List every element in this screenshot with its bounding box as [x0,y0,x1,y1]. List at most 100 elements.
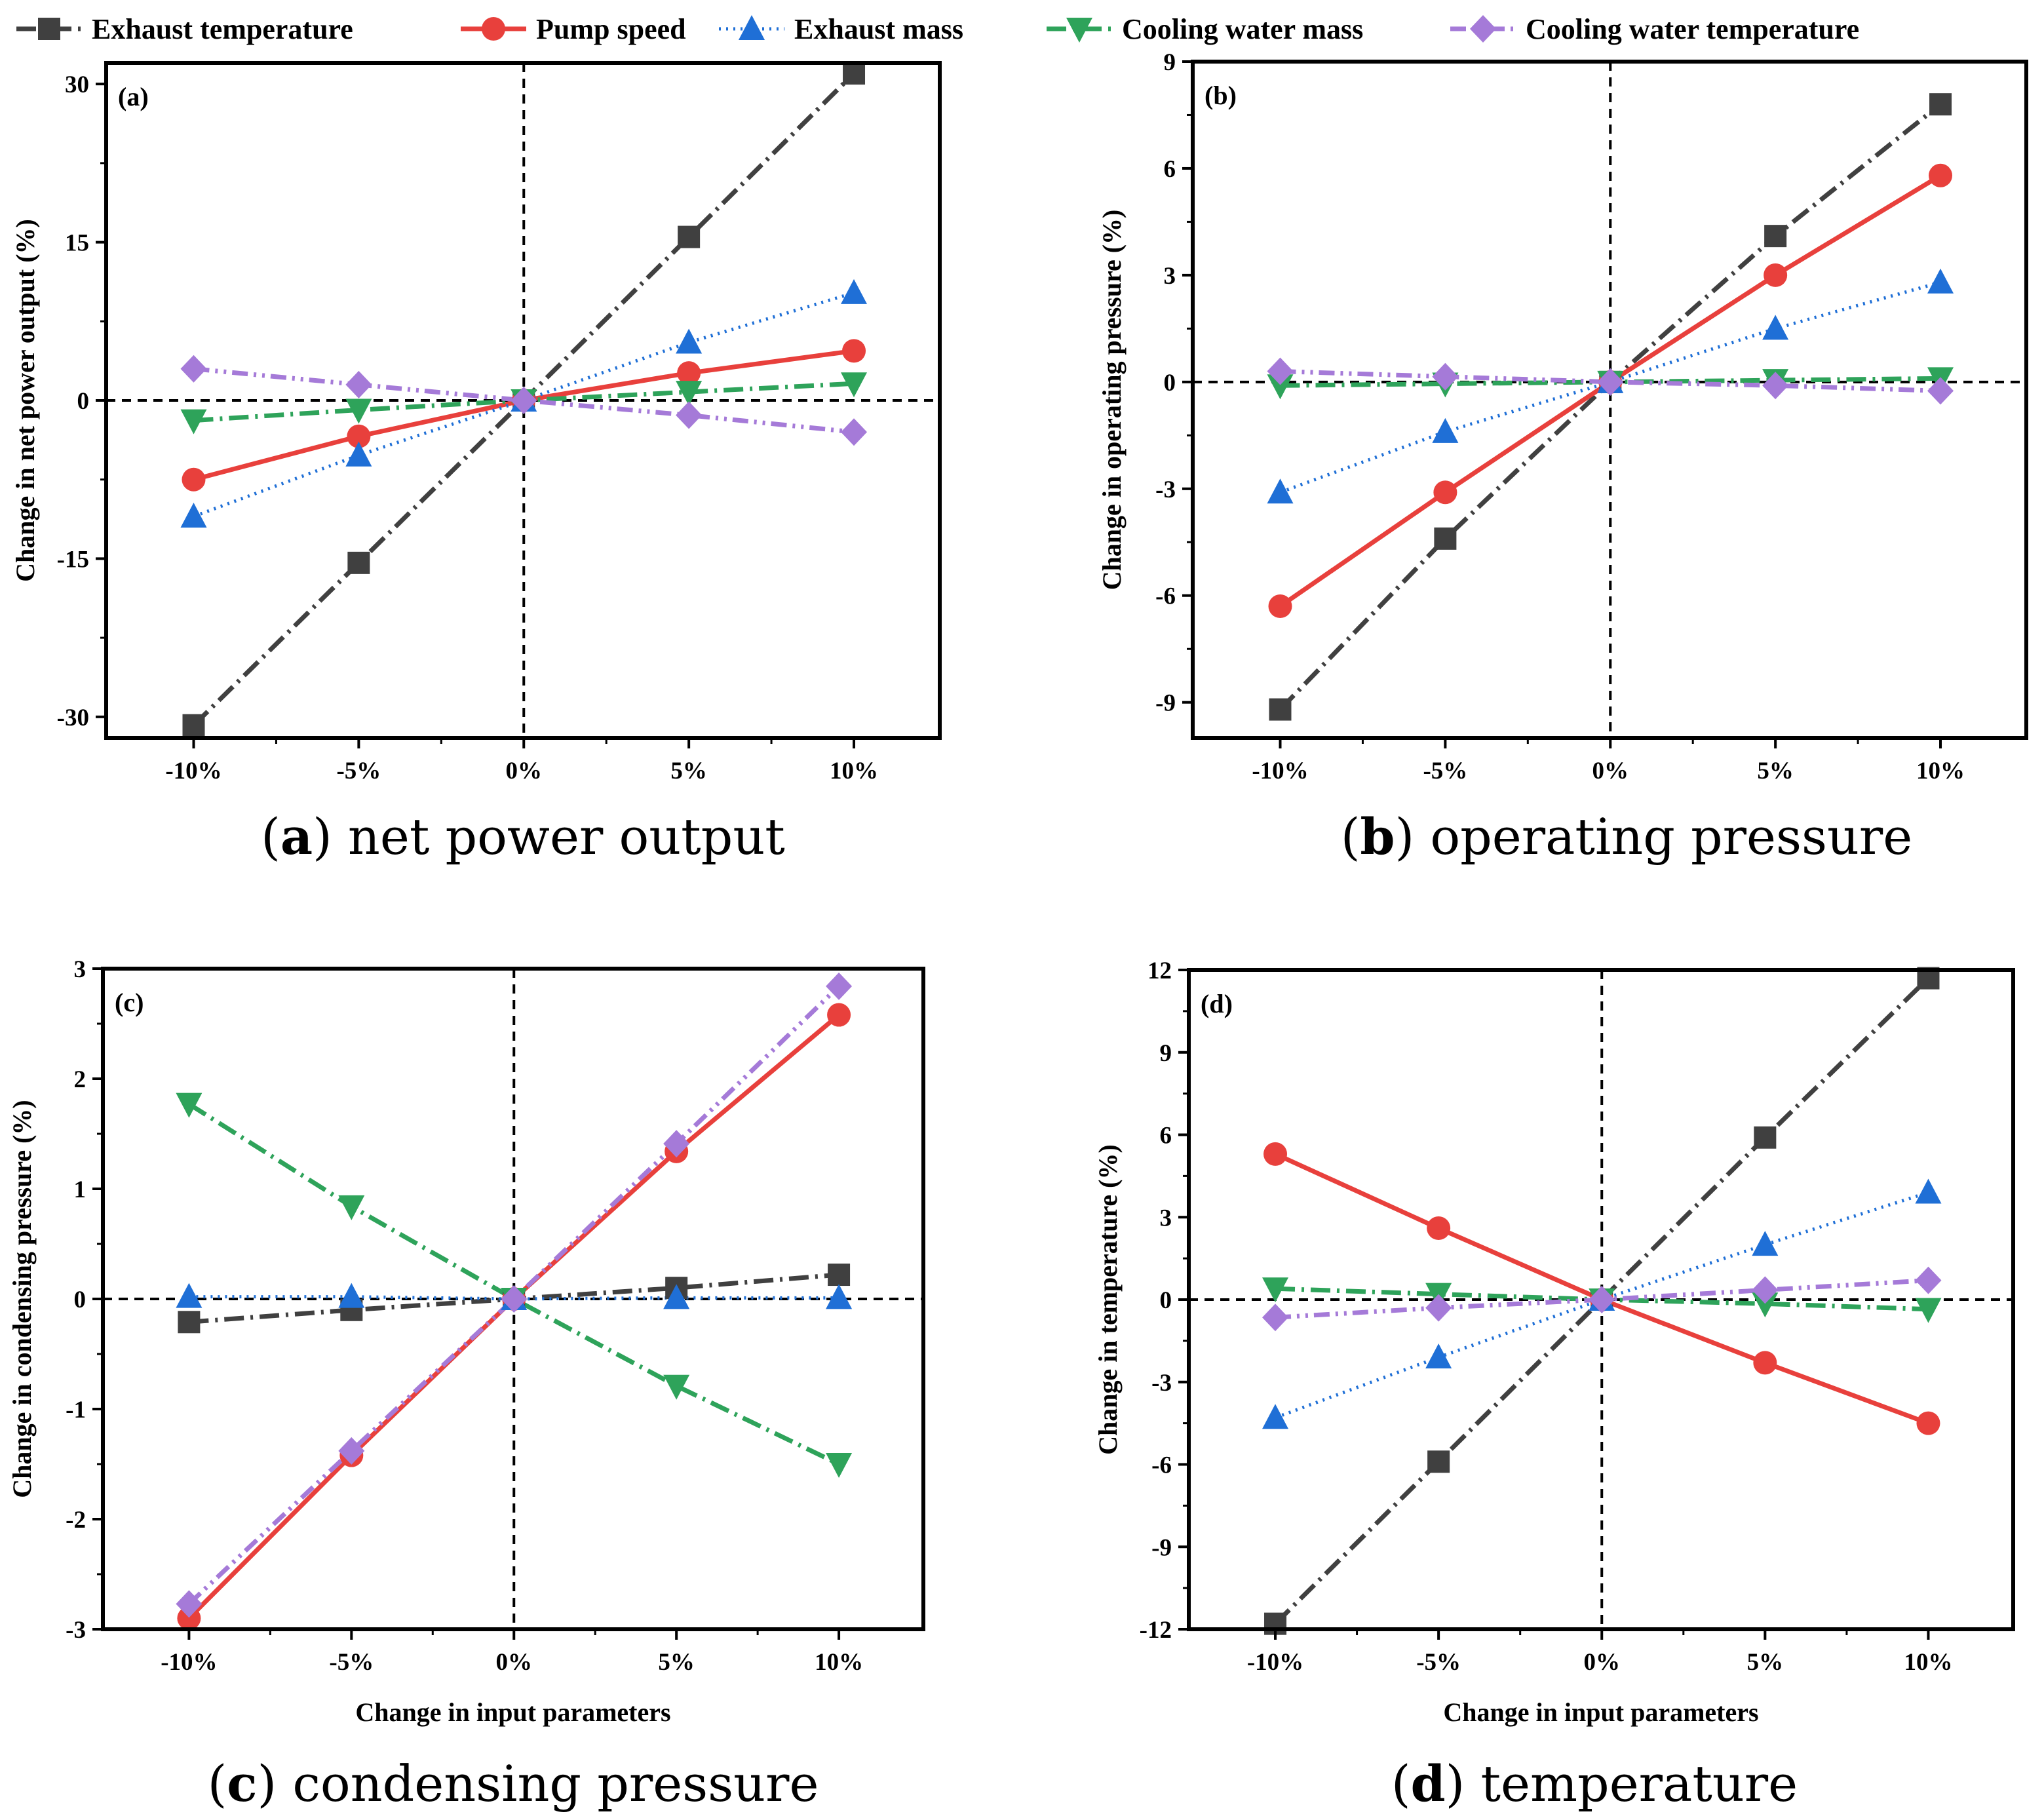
data-point [663,1130,690,1158]
y-tick-label: 6 [1160,1123,1172,1150]
data-point [1915,1178,1942,1204]
y-tick-label: -9 [1155,690,1176,717]
y-tick-label: -3 [1155,476,1176,503]
data-point [1269,698,1292,721]
y-axis-label: Change in temperature (%) [1093,1144,1123,1455]
data-point [1262,1404,1289,1429]
data-point [180,409,207,435]
data-point [827,1003,851,1027]
legend-marker [739,15,765,40]
data-point [178,1311,201,1334]
legend-marker [1066,18,1092,43]
data-point [1752,1276,1779,1304]
data-point [1433,480,1457,505]
data-point [1754,1126,1777,1149]
data-point [1263,1142,1288,1166]
data-point [501,1285,528,1313]
panel-b: -9 -6 -3 0 3 6 9 -10% -5% 0% 5% 10% (b) Change in ope… [1097,49,2028,866]
y-tick-label: -2 [66,1507,86,1534]
legend-label: Cooling water mass [1122,13,1363,45]
data-point [826,972,853,1000]
data-point [180,503,207,528]
y-tick-label: 1 [74,1176,87,1203]
data-point [841,418,868,446]
y-tick-label: 3 [1164,263,1176,290]
data-point [1589,1286,1615,1313]
caption-text: operating pressure [1430,807,1912,866]
data-point [176,1590,202,1618]
data-point [1425,1344,1452,1369]
data-point [678,225,701,248]
caption-letter: a [280,807,313,866]
data-point [841,372,868,398]
data-point [1267,478,1294,504]
y-tick-label: -6 [1155,583,1176,610]
y-tick-label: -12 [1140,1617,1172,1644]
panel-tag: (d) [1201,989,1233,1018]
data-point [345,441,372,467]
data-point [182,714,205,737]
data-point [1268,594,1292,619]
x-tick-label: -10% [1252,758,1308,784]
legend-label: Cooling water temperature [1526,13,1859,45]
data-point [1262,1277,1289,1303]
series-line [1275,1278,1929,1320]
series-line [1279,280,1941,494]
panel-caption: (d) temperature [1391,1754,1798,1813]
data-point [176,1093,202,1118]
panel-d: -12 -9 -6 -3 0 3 6 9 12 -10% -5% 0% 5% 10% (d) Change i… [1093,957,2015,1813]
y-tick-label: 9 [1164,49,1176,76]
data-point [1915,1266,1942,1294]
x-axis-label: Change in input parameters [355,1697,670,1727]
data-point [676,401,703,429]
data-point [338,1283,365,1308]
data-point [843,62,866,85]
x-tick-label: 5% [1747,1649,1784,1676]
data-point [1427,1216,1451,1241]
legend-item: Exhaust temperature [16,13,353,45]
data-point [177,1606,201,1631]
y-tick-label: -15 [57,546,89,573]
panel-caption: (b) operating pressure [1341,807,1912,866]
y-tick-label: -3 [66,1617,86,1644]
caption-letter: b [1360,807,1395,866]
data-point [1267,374,1294,400]
data-point [1267,357,1294,385]
data-point [338,1437,365,1465]
data-point [1916,1411,1940,1435]
data-point [1929,93,1952,116]
x-tick-label: -5% [1423,758,1467,784]
y-tick-label: 0 [1164,370,1176,396]
series-line [1280,369,1941,393]
panel-tag: (b) [1205,81,1237,110]
y-tick-label: -3 [1151,1370,1172,1397]
caption-text: temperature [1480,1754,1798,1813]
legend-marker [482,17,505,41]
x-tick-label: 10% [1904,1649,1952,1676]
data-point [1434,527,1457,550]
data-point [338,1195,365,1220]
data-point [180,355,207,383]
x-tick-label: 5% [1757,758,1794,784]
panel-tag: (a) [118,82,149,111]
y-tick-label: 2 [74,1066,87,1093]
data-point [1425,1294,1452,1322]
data-point [1427,1450,1450,1473]
x-tick-label: -10% [1247,1649,1303,1676]
x-tick-label: 10% [1916,758,1965,784]
y-tick-label: 6 [1164,156,1176,183]
data-point [677,361,701,385]
y-tick-label: 0 [74,1286,87,1313]
data-point [345,398,372,424]
y-tick-label: 30 [65,71,89,98]
legend-label: Exhaust temperature [92,13,353,45]
data-point [347,551,370,574]
y-axis-label: Change in condensing pressure (%) [7,1100,37,1498]
legend-marker [38,18,60,40]
y-tick-label: 0 [77,388,90,415]
y-axis-label: Change in net power output (%) [10,219,40,582]
legend: Exhaust temperature Pump speed Exhaust mas… [16,13,1859,45]
data-point [841,279,868,304]
legend-item: Cooling water temperature [1450,13,1859,45]
data-point [1262,1304,1289,1332]
